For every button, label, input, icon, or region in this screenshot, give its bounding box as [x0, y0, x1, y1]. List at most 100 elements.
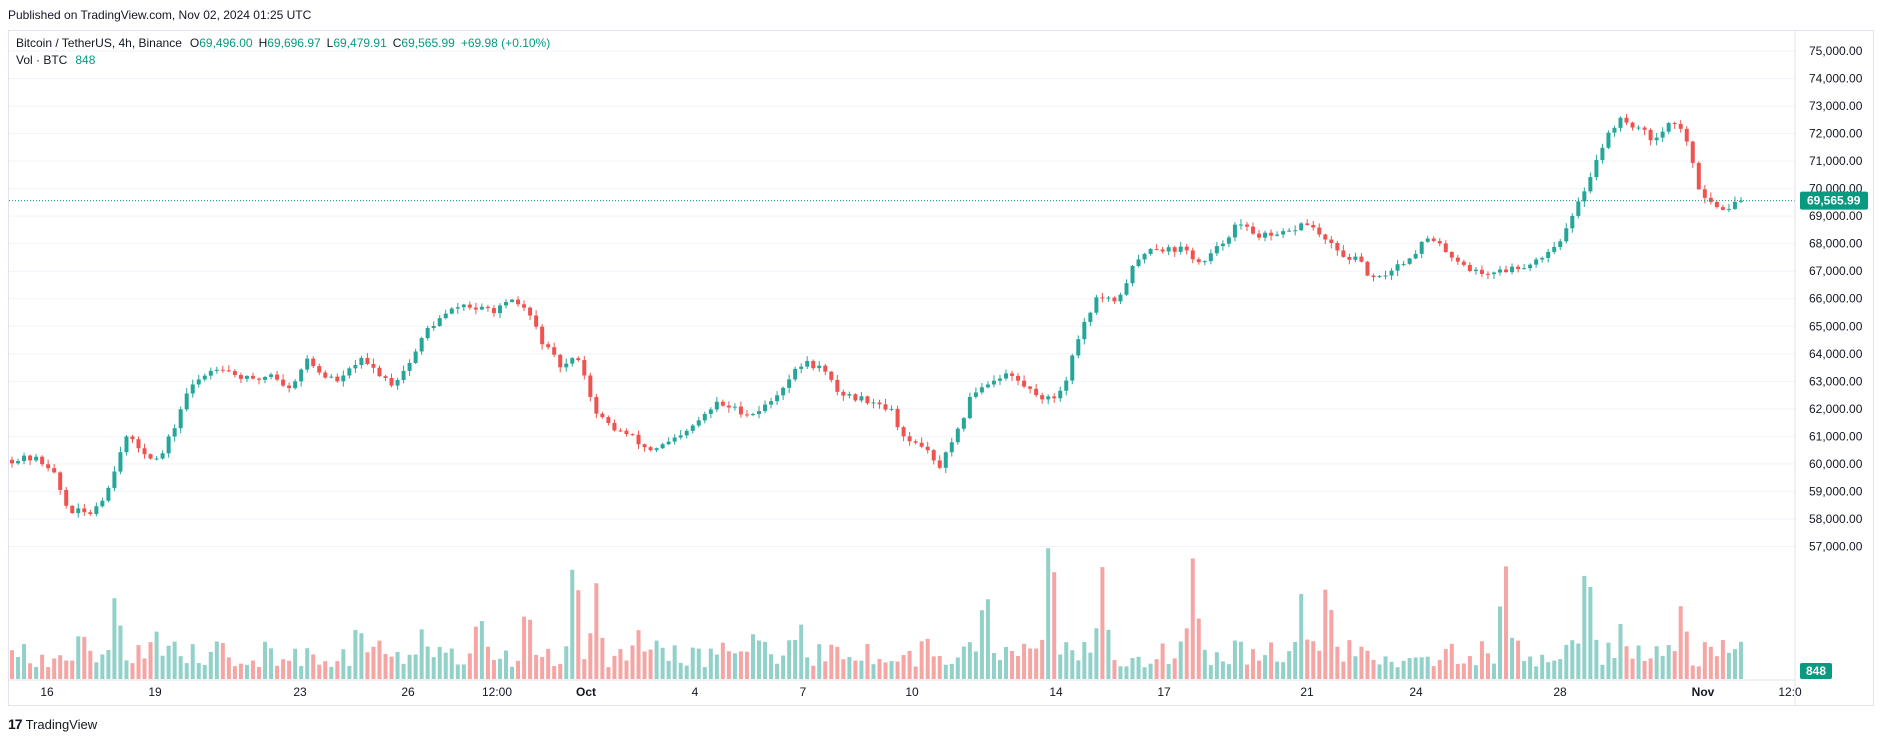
- candle-body: [811, 360, 816, 369]
- volume-bar: [34, 666, 39, 679]
- candle-body: [708, 409, 713, 414]
- volume-bar: [353, 630, 358, 679]
- volume-bar: [1684, 631, 1689, 679]
- volume-bar: [1076, 660, 1081, 679]
- price-tick-label: 69,000.00: [1809, 209, 1863, 223]
- candle-body: [510, 299, 515, 302]
- candle-body: [226, 370, 231, 372]
- candle-body: [383, 376, 388, 379]
- candle-body: [871, 402, 876, 404]
- time-tick-label: 12:00: [482, 685, 512, 699]
- volume-bar: [1600, 664, 1605, 679]
- candle-body: [829, 371, 834, 380]
- candle-body: [353, 364, 358, 369]
- candle-body: [1431, 238, 1436, 242]
- candle-body: [714, 401, 719, 410]
- candle-body: [558, 354, 563, 368]
- volume-bar: [702, 667, 707, 679]
- volume-bar: [1431, 666, 1436, 679]
- candle-body: [323, 372, 328, 378]
- candle-body: [853, 394, 858, 401]
- volume-bar: [564, 646, 569, 679]
- volume-bar: [1377, 664, 1382, 679]
- candle-body: [1449, 251, 1454, 258]
- candle-body: [467, 304, 472, 308]
- candle-body: [1648, 129, 1653, 141]
- volume-bar: [528, 619, 533, 679]
- candle-body: [1485, 273, 1490, 275]
- volume-bar: [1528, 656, 1533, 679]
- volume-bar: [1257, 660, 1262, 679]
- volume-bar: [1558, 659, 1563, 679]
- candle-body: [1064, 380, 1069, 391]
- volume-bar: [1588, 586, 1593, 679]
- volume-bar: [1238, 641, 1243, 679]
- volume-bar: [1088, 652, 1093, 679]
- volume-bar: [1190, 558, 1195, 679]
- price-tick-label: 75,000.00: [1809, 44, 1863, 58]
- candle-body: [1666, 122, 1671, 132]
- volume-bar: [503, 650, 508, 679]
- volume-bar: [196, 663, 201, 679]
- symbol-label[interactable]: Bitcoin / TetherUS, 4h, Binance: [16, 36, 182, 50]
- volume-bar: [148, 642, 153, 679]
- volume-bar: [1040, 639, 1045, 679]
- candle-body: [648, 447, 653, 451]
- volume-bar: [88, 650, 93, 679]
- chart-frame: [8, 30, 1874, 706]
- candle-body: [1461, 261, 1466, 265]
- volume-bar: [684, 665, 689, 679]
- candle-body: [1630, 122, 1635, 128]
- volume-bar: [630, 645, 635, 679]
- volume-bar: [449, 648, 454, 679]
- volume-bar: [112, 598, 117, 679]
- volume-bar: [202, 664, 207, 679]
- candle-body: [654, 448, 659, 451]
- candle-body: [1317, 227, 1322, 235]
- volume-bar: [829, 644, 834, 679]
- volume-bar: [979, 610, 984, 679]
- candle-body: [1696, 162, 1701, 190]
- candle-body: [1552, 247, 1557, 252]
- volume-label[interactable]: Vol · BTC: [16, 53, 68, 67]
- volume-bar: [690, 647, 695, 679]
- volume-bar: [1178, 641, 1183, 679]
- candle-body: [793, 368, 798, 380]
- volume-bar: [1732, 649, 1737, 679]
- candle-body: [1275, 234, 1280, 236]
- volume-bar: [859, 660, 864, 679]
- candle-body: [1184, 246, 1189, 251]
- open-value: 69,496.00: [199, 36, 253, 50]
- volume-bar: [190, 644, 195, 679]
- volume-bar: [341, 649, 346, 679]
- candle-body: [1570, 215, 1575, 229]
- volume-bar: [46, 667, 51, 679]
- volume-bar: [714, 654, 719, 679]
- candle-body: [1118, 294, 1123, 302]
- volume-bar: [769, 654, 774, 679]
- candle-body: [94, 506, 99, 515]
- volume-bar: [865, 644, 870, 679]
- open-label: O: [189, 36, 200, 50]
- volume-bar: [178, 656, 183, 679]
- tradingview-logo-icon: 17: [8, 716, 23, 732]
- candle-body: [485, 306, 490, 309]
- candle-body: [250, 375, 255, 379]
- candle-body: [359, 357, 364, 365]
- last-price-tag-label: 69,565.99: [1807, 194, 1861, 208]
- candle-body: [546, 344, 551, 348]
- volume-bar: [823, 661, 828, 679]
- candle-body: [726, 405, 731, 408]
- candle-body: [1178, 246, 1183, 252]
- volume-bar: [1208, 665, 1213, 679]
- candle-body: [1618, 117, 1623, 128]
- volume-bar: [1389, 661, 1394, 679]
- volume-bar: [1624, 646, 1629, 679]
- candle-body: [1148, 249, 1153, 254]
- volume-bar: [401, 663, 406, 679]
- tradingview-footer[interactable]: 17 TradingView: [8, 716, 97, 732]
- candle-body: [744, 414, 749, 416]
- volume-bar: [226, 657, 231, 679]
- candle-body: [991, 380, 996, 385]
